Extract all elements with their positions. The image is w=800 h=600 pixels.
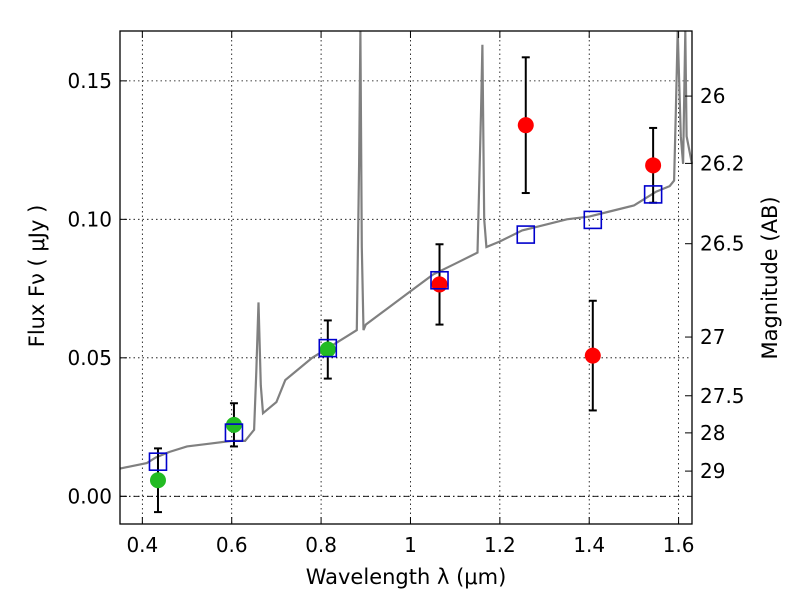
data-point-circle [319, 341, 336, 358]
plot-frame [119, 30, 693, 525]
x-tick-label: 0.8 [305, 533, 337, 557]
model-point-square [643, 185, 663, 204]
x-axis-title: Wavelength λ (μm) [306, 565, 507, 589]
right-magnitude-axis-ticks: 26 26.2 26.5 27 27.5 28 29 [685, 84, 745, 483]
data-point-circle [517, 117, 534, 134]
y-axis-title: Flux Fν ( μJy ) [25, 205, 49, 348]
model-point-square [516, 225, 536, 244]
y-tick-label: 0.05 [67, 346, 112, 370]
right-tick-label: 26.5 [700, 232, 745, 256]
model-point-square [224, 423, 244, 442]
x-tick-label: 0.6 [216, 533, 248, 557]
data-point-circle [149, 472, 166, 489]
x-tick-label: 0.4 [126, 533, 158, 557]
grid-lines [120, 31, 692, 524]
x-tick-label: 1.6 [663, 533, 695, 557]
x-tick-label: 1.4 [573, 533, 605, 557]
model-spectrum-line [119, 30, 694, 470]
right-tick-label: 29 [700, 459, 725, 483]
data-markers [148, 117, 663, 489]
y-tick-label: 0.10 [67, 207, 112, 231]
error-bars [153, 56, 658, 514]
x-tick-label: 1 [404, 533, 417, 557]
right-tick-label: 27 [700, 325, 725, 349]
right-tick-label: 27.5 [700, 384, 745, 408]
y-axis-ticks: 0.00 0.05 0.10 0.15 [67, 69, 127, 508]
model-point-square [430, 270, 449, 290]
x-axis-ticks: 0.4 0.6 0.8 1 1.2 1.4 1.6 [126, 31, 695, 557]
right-axis-title: Magnitude (AB) [758, 196, 782, 359]
data-point-circle [431, 276, 448, 293]
x-tick-label: 1.2 [484, 533, 516, 557]
data-point-circle [645, 157, 662, 174]
right-tick-label: 28 [700, 421, 725, 445]
model-point-square [318, 338, 338, 358]
y-tick-label: 0.15 [67, 69, 112, 93]
model-point-square [583, 210, 603, 230]
data-point-circle [584, 347, 601, 364]
model-point-square [148, 452, 168, 471]
y-tick-label: 0.00 [67, 484, 112, 508]
right-tick-label: 26.2 [700, 151, 745, 175]
right-tick-label: 26 [700, 84, 725, 108]
